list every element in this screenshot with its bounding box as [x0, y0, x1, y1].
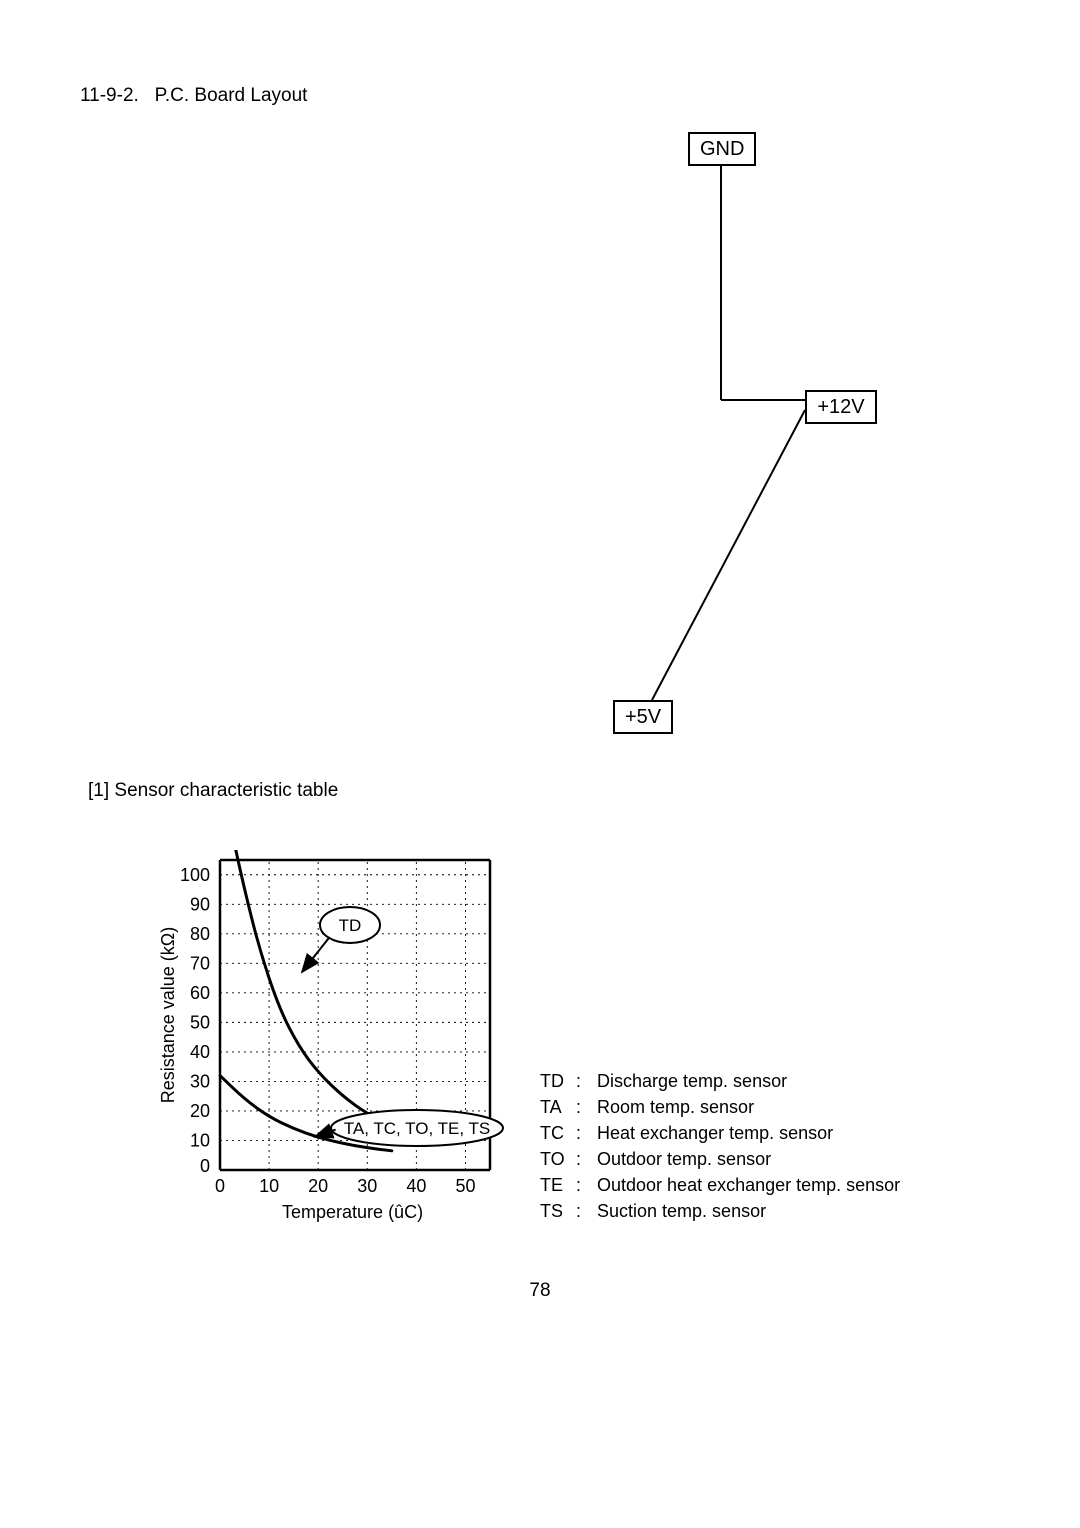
- sensor-chart: 0 10 20 30 40 50 0 10 20 30 40 50 60 70 80 90 100 Tempera…: [160, 850, 540, 1250]
- svg-text:100: 100: [180, 865, 210, 885]
- svg-text:10: 10: [259, 1176, 279, 1196]
- p12v-label: +12V: [817, 396, 864, 419]
- svg-text:30: 30: [190, 1071, 210, 1091]
- gnd-label: GND: [700, 138, 744, 161]
- svg-text:10: 10: [190, 1130, 210, 1150]
- svg-text:90: 90: [190, 894, 210, 914]
- chart-container: 0 10 20 30 40 50 0 10 20 30 40 50 60 70 80 90 100 Tempera…: [160, 850, 540, 1250]
- svg-text:50: 50: [190, 1012, 210, 1032]
- page-number: 78: [0, 1280, 1080, 1302]
- svg-text:40: 40: [190, 1042, 210, 1062]
- p5v-label: +5V: [625, 706, 661, 729]
- page-root: 11-9-2. P.C. Board Layout GND +12V +5V […: [0, 0, 1080, 1528]
- svg-text:20: 20: [190, 1101, 210, 1121]
- svg-text:Temperature (ûC): Temperature (ûC): [282, 1202, 423, 1222]
- svg-text:0: 0: [215, 1176, 225, 1196]
- subheading: [1] Sensor characteristic table: [88, 780, 338, 802]
- svg-text:TD: TD: [339, 916, 362, 935]
- p5v-box: +5V: [613, 700, 673, 734]
- svg-text:0: 0: [200, 1156, 210, 1176]
- svg-text:50: 50: [455, 1176, 475, 1196]
- board-layout-svg: [0, 0, 1080, 760]
- legend-row: TD: Discharge temp. sensor: [540, 1068, 900, 1094]
- svg-text:40: 40: [406, 1176, 426, 1196]
- p12v-box: +12V: [805, 390, 877, 424]
- svg-text:80: 80: [190, 924, 210, 944]
- legend: TD: Discharge temp. sensorTA: Room temp.…: [540, 1068, 900, 1225]
- svg-text:Resistance value (kΩ): Resistance value (kΩ): [160, 927, 178, 1104]
- legend-row: TO: Outdoor temp. sensor: [540, 1146, 900, 1172]
- gnd-box: GND: [688, 132, 756, 166]
- legend-row: TS: Suction temp. sensor: [540, 1198, 900, 1224]
- svg-text:60: 60: [190, 983, 210, 1003]
- legend-row: TA: Room temp. sensor: [540, 1094, 900, 1120]
- legend-row: TC: Heat exchanger temp. sensor: [540, 1120, 900, 1146]
- svg-text:TA, TC, TO, TE, TS: TA, TC, TO, TE, TS: [344, 1119, 490, 1138]
- svg-text:30: 30: [357, 1176, 377, 1196]
- legend-row: TE: Outdoor heat exchanger temp. sensor: [540, 1172, 900, 1198]
- svg-text:20: 20: [308, 1176, 328, 1196]
- svg-text:70: 70: [190, 953, 210, 973]
